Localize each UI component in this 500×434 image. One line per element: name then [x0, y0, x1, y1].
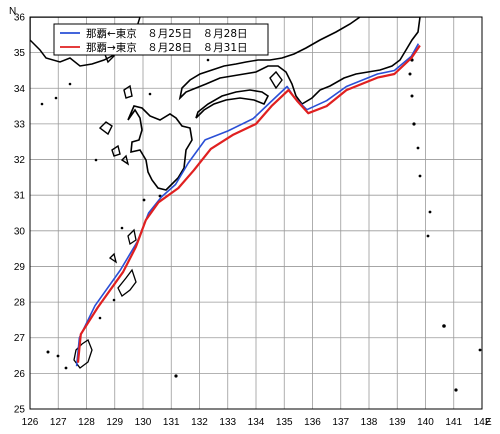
longitude-axis-label: E	[485, 417, 492, 428]
lat-tick-30: 30	[14, 226, 26, 237]
lon-tick-134: 134	[248, 417, 265, 428]
lat-tick-25: 25	[14, 405, 26, 416]
lat-tick-36: 36	[14, 13, 26, 24]
land-goto-islands	[98, 121, 130, 166]
lon-tick-130: 130	[135, 417, 152, 428]
legend: 那覇←東京 ８月25日 ８月28日 那覇→東京 ８月28日 ８月31日	[53, 23, 269, 56]
lon-tick-127: 127	[50, 417, 67, 428]
plot-frame	[29, 16, 483, 410]
lon-tick-128: 128	[78, 417, 95, 428]
lat-tick-31: 31	[14, 191, 26, 202]
land-honshu	[178, 17, 421, 106]
lat-tick-26: 26	[14, 369, 26, 380]
land-nansei-islands	[73, 228, 137, 369]
route-naha-to-tokyo	[76, 44, 421, 363]
lon-tick-132: 132	[191, 417, 208, 428]
route-naha-from-tokyo	[75, 43, 420, 367]
lon-tick-137: 137	[332, 417, 349, 428]
land-kyushu	[127, 105, 193, 191]
latitude-axis-label: N	[9, 6, 16, 17]
lat-tick-34: 34	[14, 84, 26, 95]
routes-layer	[75, 43, 421, 367]
land-small-islands	[40, 58, 210, 378]
lon-tick-138: 138	[361, 417, 378, 428]
lon-tick-142: 142	[474, 417, 491, 428]
land-shikoku	[195, 89, 270, 119]
land-layer	[30, 17, 482, 392]
lon-tick-135: 135	[276, 417, 293, 428]
lon-tick-136: 136	[304, 417, 321, 428]
lat-tick-28: 28	[14, 298, 26, 309]
lon-tick-139: 139	[389, 417, 406, 428]
land-izu-islands	[408, 58, 482, 392]
lon-tick-131: 131	[163, 417, 180, 428]
lat-tick-33: 33	[14, 119, 26, 130]
lat-tick-27: 27	[14, 333, 26, 344]
land-korea	[30, 17, 141, 67]
lat-tick-35: 35	[14, 48, 26, 59]
lon-tick-140: 140	[417, 417, 434, 428]
latitude-tick-labels: 25 26 27 28 29 30 31 32 33 34 35 36	[14, 13, 26, 416]
lon-tick-141: 141	[445, 417, 462, 428]
land-awaji	[269, 70, 283, 90]
legend-entry-naha-to-tokyo: 那覇→東京 ８月28日 ８月31日	[86, 41, 248, 54]
legend-entry-naha-from-tokyo: 那覇←東京 ８月25日 ８月28日	[86, 27, 248, 40]
lat-tick-32: 32	[14, 155, 26, 166]
longitude-tick-labels: 126 127 128 129 130 131 132 133 134 135 136 137 138 1…	[22, 417, 491, 428]
lon-tick-129: 129	[106, 417, 123, 428]
legend-box	[53, 23, 269, 56]
lon-tick-126: 126	[22, 417, 39, 428]
lat-tick-29: 29	[14, 262, 26, 273]
lon-tick-133: 133	[219, 417, 236, 428]
